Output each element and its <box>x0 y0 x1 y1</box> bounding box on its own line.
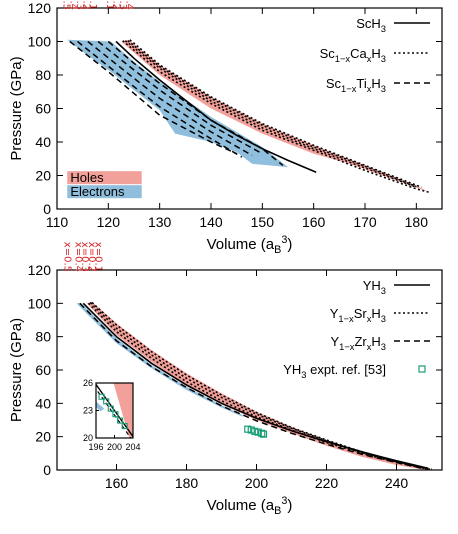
composition-label: x=0.1 <box>87 0 98 10</box>
hole-line-2 <box>91 301 432 470</box>
inset-experiment-point <box>112 411 119 418</box>
x-tick-label: 180 <box>175 475 199 491</box>
x-tick-label: 150 <box>251 214 275 230</box>
plot-area <box>67 39 430 194</box>
inset-holes-band <box>113 383 133 438</box>
legend: ScH3 Sc1−xCaxH3 Sc1−xTixH3 <box>320 16 430 94</box>
x-tick-label: 120 <box>97 214 121 230</box>
y-tick-label: 0 <box>43 462 51 478</box>
y-axis-label: Pressure (GPa) <box>8 56 25 160</box>
band-legend-swatch <box>67 185 142 199</box>
electron-line-3 <box>77 40 243 158</box>
experiment-point <box>259 430 268 438</box>
x-tick-label: 220 <box>315 475 339 491</box>
y-tick-label: 40 <box>35 134 51 150</box>
hole-line-1 <box>89 301 430 470</box>
composition-label: x=0.3 <box>79 242 90 272</box>
electron-line-2 <box>87 40 253 157</box>
inset-x-tick-label: 200 <box>107 442 122 452</box>
hole-line-0 <box>87 302 429 470</box>
pure-compound-line <box>82 302 429 470</box>
legend: YH3 Y1−xSrxH3 Y1−xZrxH3 YH3 expt. ref. [53] <box>283 278 430 380</box>
y-tick-label: 0 <box>43 201 51 217</box>
inset-dashed-line <box>96 387 132 438</box>
composition-label: x=0.2 <box>86 242 97 272</box>
composition-label: x=0.3 <box>74 0 85 10</box>
y-tick-label: 60 <box>35 362 51 378</box>
composition-label: x=0.3 <box>117 0 128 10</box>
x-tick-label: 180 <box>405 214 429 230</box>
electron-line-1 <box>97 40 263 155</box>
composition-label: x=0.1 <box>92 242 103 272</box>
composition-label: x=0.5 <box>62 242 73 272</box>
inset-y-tick-label: 26 <box>83 378 93 388</box>
experiment-point <box>258 429 266 437</box>
legend-label: ScH3 <box>356 16 386 34</box>
electron-line-4 <box>69 40 238 155</box>
inset-pure-line <box>96 383 133 438</box>
electron-line-0 <box>107 40 284 166</box>
y-tick-label: 40 <box>35 395 51 411</box>
inset-x-tick-label: 196 <box>88 442 103 452</box>
y-tick-label: 120 <box>28 262 52 278</box>
composition-label: x=0.5 <box>61 0 72 10</box>
inset: 196 200 204 20 23 26 <box>83 378 141 452</box>
inset-experiment-point <box>107 405 114 412</box>
bottom-panel: 160 180 200 220 240 0 20 40 60 80 100 120 Volume (aB… <box>8 242 443 517</box>
x-tick-label: 160 <box>105 475 129 491</box>
y-tick-label: 120 <box>28 0 52 16</box>
electron-line-0 <box>79 302 427 470</box>
electrons-band <box>67 39 288 168</box>
x-tick-label: 140 <box>199 214 223 230</box>
composition-label: x=0.4 <box>124 0 135 10</box>
legend-label: Y1−xZrxH3 <box>330 334 386 352</box>
legend-label: Sc1−xCaxH3 <box>320 46 386 64</box>
composition-label: x=0.1 <box>104 0 115 10</box>
legend-label: Sc1−xTixH3 <box>326 76 386 94</box>
x-tick-label: 240 <box>385 475 409 491</box>
y-tick-label: 20 <box>35 168 51 184</box>
x-tick-label: 110 <box>46 214 69 230</box>
x-axis-label: Volume (aB3) <box>207 495 293 517</box>
inset-electrons-band <box>96 401 105 412</box>
composition-label: x=0.2 <box>110 0 121 10</box>
y-tick-label: 100 <box>28 295 52 311</box>
hole-line-1 <box>124 40 417 188</box>
composition-label: x=0.2 <box>80 0 91 10</box>
x-tick-label: 130 <box>148 214 172 230</box>
x-tick-label: 200 <box>245 475 269 491</box>
inset-experiment-point <box>103 398 110 405</box>
y-axis-label: Pressure (GPa) <box>8 318 25 422</box>
inset-y-tick-label: 23 <box>83 406 93 416</box>
y-tick-label: 20 <box>35 429 51 445</box>
y-tick-label: 100 <box>28 34 52 50</box>
inset-y-tick-label: 20 <box>83 433 93 443</box>
pure-compound-line <box>115 40 317 173</box>
band-legend-label: Holes <box>70 170 104 185</box>
legend-label: Y1−xSrxH3 <box>330 306 386 324</box>
y-tick-label: 80 <box>35 329 51 345</box>
plot-area <box>76 301 432 470</box>
inset-x-tick-label: 204 <box>125 442 140 452</box>
x-tick-label: 170 <box>353 214 377 230</box>
legend-label: YH3 <box>363 278 386 296</box>
x-axis-label: Volume (aB3) <box>207 234 293 256</box>
inset-experiment-point <box>98 393 105 400</box>
x-tick-label: 160 <box>302 214 326 230</box>
legend-label: YH3 expt. ref. [53] <box>283 362 386 380</box>
composition-label: x=0.4 <box>67 0 78 10</box>
inset-experiment-point <box>121 423 128 430</box>
inset-experiment-point <box>117 417 124 424</box>
band-legend-swatch <box>67 171 142 185</box>
composition-label: x=0.4 <box>73 242 84 272</box>
hole-line-0 <box>122 40 430 194</box>
legend-marker <box>418 365 426 373</box>
hole-line-2 <box>127 40 417 188</box>
y-tick-label: 80 <box>35 67 51 83</box>
band-legend-label: Electrons <box>70 184 125 199</box>
y-tick-label: 60 <box>35 101 51 117</box>
top-panel: 110 120 130 140 150 160 170 180 0 20 40 60 80 100 120 V… <box>8 0 443 256</box>
